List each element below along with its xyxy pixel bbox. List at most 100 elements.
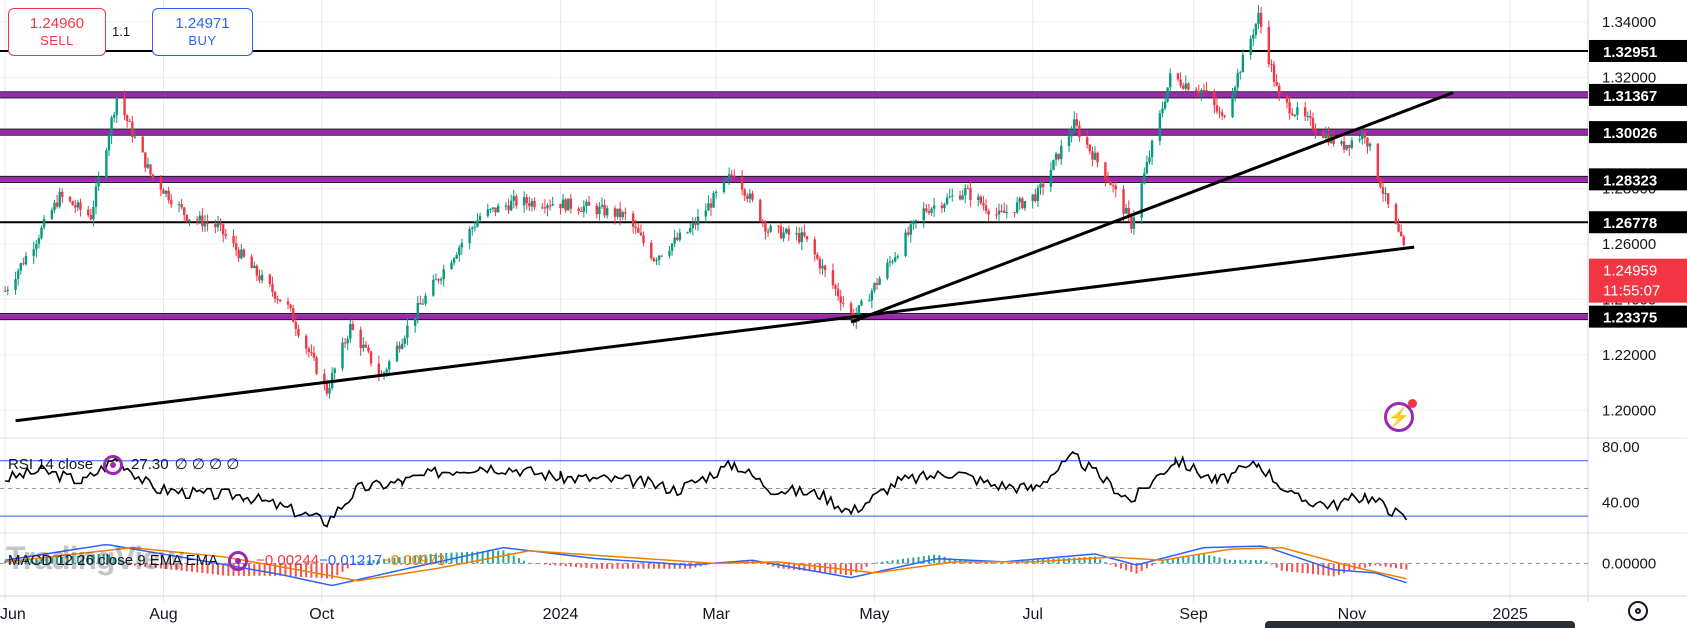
macd-histogram-bar	[1109, 563, 1112, 565]
candle-body	[577, 208, 580, 212]
candle-body	[1041, 183, 1045, 188]
candle-body	[16, 270, 20, 280]
sell-price: 1.24960	[29, 15, 85, 32]
candle-body	[1150, 140, 1154, 158]
macd-histogram-value: −0.00244	[256, 551, 320, 569]
time-scroll-handle[interactable]	[1265, 621, 1575, 628]
candle-body	[1158, 113, 1162, 141]
macd-histogram-bar	[274, 563, 277, 576]
macd-legend[interactable]: MACD 12 26 close 9 EMA EMA −0.00244−0.012…	[8, 551, 445, 571]
macd-histogram-bar	[133, 563, 136, 566]
candle-body	[886, 262, 889, 279]
macd-tick-label: 0.00000	[1602, 555, 1656, 572]
candle-body	[198, 215, 201, 221]
rsi-legend[interactable]: RSI 14 close 27.30 ∅ ∅ ∅ ∅	[8, 455, 239, 476]
macd-histogram-bar	[689, 563, 692, 569]
candle-body	[1368, 143, 1372, 147]
macd-histogram-bar	[476, 551, 479, 564]
candle-body	[1270, 63, 1273, 65]
settings-icon[interactable]	[1628, 601, 1648, 621]
candle-body	[714, 192, 718, 194]
macd-histogram-bar	[362, 561, 365, 564]
candle-body	[686, 232, 689, 234]
macd-histogram-bar	[502, 550, 505, 564]
macd-histogram-bar	[891, 560, 894, 564]
candle-body	[206, 222, 209, 224]
macd-histogram-bar	[279, 563, 282, 576]
macd-histogram-bar	[1270, 563, 1273, 565]
candle-body	[914, 220, 918, 222]
macd-histogram-bar	[92, 554, 95, 564]
macd-histogram-bar	[896, 559, 899, 564]
macd-histogram-bar	[357, 561, 360, 564]
time-tick-label: 2025	[1492, 606, 1528, 623]
macd-histogram-bar	[652, 563, 655, 569]
rsi-settings-icon[interactable]	[103, 455, 124, 476]
macd-histogram-bar	[1363, 563, 1366, 568]
macd-histogram-bar	[419, 555, 422, 564]
macd-histogram-bar	[61, 556, 64, 564]
candle-body	[68, 196, 72, 202]
macd-histogram-bar	[486, 551, 489, 564]
macd-line-value: −0.01217	[319, 551, 383, 569]
macd-histogram-bar	[870, 563, 873, 565]
candle-body	[618, 208, 622, 218]
sell-button[interactable]: 1.24960 SELL	[8, 8, 106, 56]
candle-body	[162, 189, 165, 194]
lightning-bolt-icon[interactable]: ⚡	[1384, 399, 1417, 432]
candle-body	[50, 210, 54, 219]
candle-body	[133, 136, 137, 138]
candle-body	[1163, 101, 1167, 109]
candle-body	[1073, 119, 1076, 133]
candle-body	[128, 121, 131, 123]
candle-body	[180, 204, 183, 208]
candle-body	[740, 176, 744, 190]
macd-histogram-bar	[865, 563, 868, 567]
candle-body	[416, 303, 419, 318]
macd-histogram-bar	[154, 563, 157, 568]
macd-histogram-bar	[289, 563, 292, 577]
candle-body	[141, 136, 144, 153]
macd-histogram-bar	[1280, 563, 1283, 571]
candle-body	[696, 216, 700, 225]
buy-button[interactable]: 1.24971 BUY	[152, 8, 253, 56]
candle-body	[496, 205, 500, 213]
candle-body	[813, 239, 816, 255]
candle-body	[219, 223, 222, 225]
candle-body	[1350, 140, 1354, 148]
candle-body	[242, 249, 246, 257]
candle-body	[1122, 189, 1125, 214]
candle-body	[743, 189, 746, 196]
macd-histogram-bar	[196, 563, 199, 573]
candle-body	[904, 232, 907, 257]
macd-histogram-bar	[1244, 559, 1247, 564]
candle-body	[977, 196, 980, 200]
candle-body	[346, 338, 349, 344]
candlestick-series	[3, 4, 1405, 399]
candle-body	[237, 250, 240, 259]
candle-body	[14, 279, 17, 290]
candle-body	[359, 329, 362, 349]
candle-body	[525, 197, 528, 204]
candle-body	[1218, 111, 1221, 113]
macd-histogram-bar	[1234, 559, 1237, 564]
candle-body	[1093, 152, 1097, 160]
price-tick-label: 1.22000	[1602, 347, 1656, 364]
candle-body	[286, 301, 290, 305]
macd-histogram-bar	[943, 556, 946, 564]
candle-body	[437, 279, 440, 281]
macd-histogram-bar	[1140, 563, 1143, 571]
candle-body	[979, 196, 983, 204]
macd-settings-icon[interactable]	[228, 551, 249, 571]
price-labels: 1.340001.320001.300001.280001.260001.240…	[1589, 14, 1687, 419]
candle-body	[1109, 181, 1112, 186]
candle-body	[831, 270, 835, 286]
candle-body	[1067, 136, 1071, 146]
macd-histogram-bar	[793, 563, 795, 570]
candle-body	[273, 292, 277, 299]
candle-body	[323, 373, 326, 383]
candle-body	[419, 303, 422, 305]
macd-histogram-bar	[798, 563, 801, 571]
candle-body	[328, 388, 331, 394]
